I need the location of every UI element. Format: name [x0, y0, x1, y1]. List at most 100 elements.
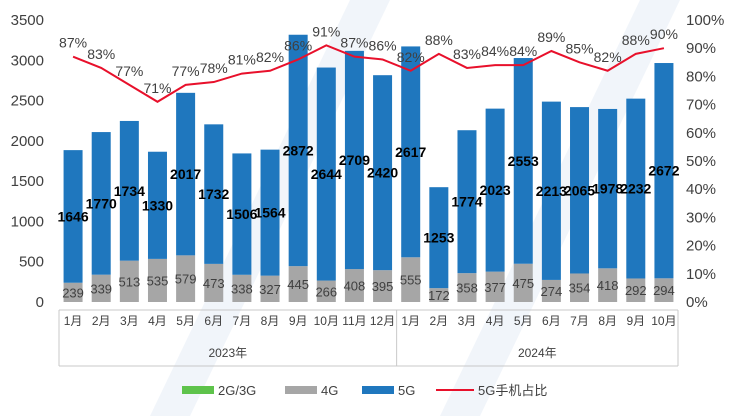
bar-4g — [91, 274, 111, 302]
legend-swatch — [182, 386, 214, 394]
x-axis: 1月 2月 3月 4月 5月 6月 7月 8月 9月 10月 11月 12月 1月 2月 3月 4月 5月 6月 7… — [58, 309, 679, 367]
bar-4g — [288, 266, 308, 302]
label-ratio: 83% — [453, 46, 481, 62]
label-4g: 418 — [597, 278, 619, 293]
bar-4g — [260, 275, 280, 302]
label-5g: 2023 — [480, 182, 511, 198]
bar-5g — [598, 108, 618, 269]
label-4g: 377 — [484, 280, 506, 295]
label-5g: 1330 — [142, 197, 173, 213]
bar-5g — [316, 67, 336, 281]
label-5g: 1774 — [451, 194, 482, 210]
label-4g: 274 — [541, 284, 563, 299]
month-label: 6月 — [542, 314, 561, 328]
bar-4g — [626, 278, 646, 302]
legend-label: 5G手机占比 — [478, 383, 547, 398]
legend-swatch — [362, 386, 394, 394]
left-tick-label: 1000 — [11, 213, 44, 230]
label-4g: 354 — [569, 281, 591, 296]
right-axis: 0% 10% 20% 30% 40% 50% 60% 70% 80% 90% 100% — [686, 12, 724, 311]
month-label: 2月 — [429, 314, 448, 328]
bar-5g — [373, 75, 393, 271]
bar-4g — [232, 274, 252, 302]
label-5g: 1770 — [86, 195, 117, 211]
bar-4g — [147, 258, 167, 302]
label-4g: 266 — [315, 284, 337, 299]
bar-5g — [232, 153, 252, 275]
bar-4g — [457, 273, 477, 302]
month-label: 2月 — [92, 314, 111, 328]
bar-5g — [176, 92, 196, 256]
bar-5g — [429, 187, 449, 289]
month-label: 3月 — [120, 314, 139, 328]
right-tick-label: 30% — [686, 209, 716, 226]
month-label: 11月 — [342, 314, 366, 328]
bar-4g — [176, 255, 196, 302]
bar-5g — [541, 101, 561, 280]
bar-4g — [485, 271, 505, 302]
month-label: 9月 — [289, 314, 308, 328]
right-tick-label: 80% — [686, 68, 716, 85]
left-axis: 0 500 1000 1500 2000 2500 3000 3500 — [11, 12, 44, 311]
label-4g: 513 — [118, 274, 140, 289]
label-4g: 395 — [372, 279, 394, 294]
bar-4g — [119, 260, 139, 302]
label-4g: 292 — [625, 283, 647, 298]
label-ratio: 90% — [650, 26, 678, 42]
label-5g: 2644 — [311, 166, 342, 182]
month-label: 12月 — [370, 314, 395, 328]
bar-5g — [457, 130, 477, 274]
label-5g: 1734 — [114, 183, 145, 199]
bar-4g — [570, 273, 590, 302]
month-label: 10月 — [651, 314, 676, 328]
legend-label: 2G/3G — [218, 383, 256, 398]
label-5g: 2232 — [620, 181, 651, 197]
bar-5g — [147, 151, 167, 259]
label-ratio: 87% — [59, 35, 87, 51]
label-4g: 339 — [90, 281, 112, 296]
right-tick-label: 50% — [686, 153, 716, 170]
legend-label: 5G — [398, 383, 415, 398]
label-ratio: 71% — [143, 80, 171, 96]
label-4g: 475 — [512, 276, 534, 291]
label-4g: 358 — [456, 281, 478, 296]
label-ratio: 91% — [312, 23, 340, 39]
label-4g: 172 — [428, 288, 450, 303]
bar-4g — [429, 288, 449, 302]
label-5g: 1564 — [254, 205, 285, 221]
right-tick-label: 60% — [686, 125, 716, 142]
label-5g: 1253 — [423, 230, 454, 246]
label-ratio: 82% — [594, 49, 622, 65]
bar-4g — [513, 263, 533, 302]
right-tick-label: 20% — [686, 238, 716, 255]
label-4g: 408 — [344, 279, 366, 294]
bar-4g — [401, 257, 421, 302]
label-ratio: 84% — [481, 43, 509, 59]
left-tick-label: 3000 — [11, 52, 44, 69]
legend-label: 4G — [321, 383, 338, 398]
month-label: 6月 — [204, 314, 223, 328]
data-labels-layer: 239 1646 87% 339 1770 83% 513 1734 77% 535 1330 71%… — [57, 23, 679, 303]
label-4g: 239 — [62, 285, 84, 300]
label-ratio: 89% — [537, 29, 565, 45]
label-ratio: 88% — [622, 32, 650, 48]
month-label: 8月 — [598, 314, 617, 328]
month-label: 3月 — [458, 314, 477, 328]
month-label: 8月 — [261, 314, 280, 328]
bar-4g — [598, 268, 618, 302]
label-ratio: 77% — [172, 63, 200, 79]
bar-5g — [626, 98, 646, 279]
ratio-line — [72, 44, 665, 103]
month-label: 5月 — [176, 314, 195, 328]
left-tick-label: 2500 — [11, 93, 44, 110]
label-4g: 555 — [400, 273, 422, 288]
right-tick-label: 40% — [686, 181, 716, 198]
left-tick-label: 0 — [36, 294, 44, 311]
bars-layer — [63, 34, 674, 302]
left-tick-label: 2000 — [11, 133, 44, 150]
left-tick-label: 1500 — [11, 173, 44, 190]
label-ratio: 86% — [369, 37, 397, 53]
label-4g: 294 — [653, 283, 675, 298]
bar-5g — [570, 107, 590, 274]
